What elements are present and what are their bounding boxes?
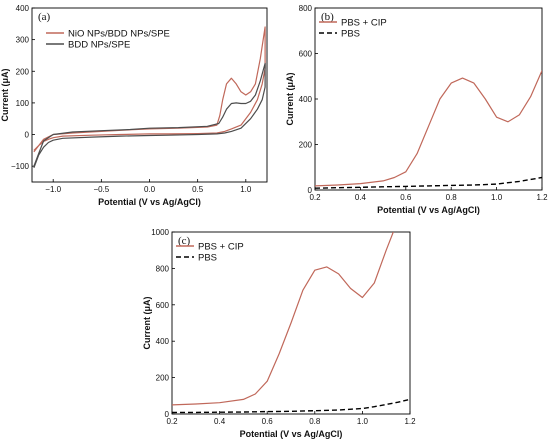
panel-a-panel-label: (a) <box>38 11 51 23</box>
panel-b-legend-label-1: PBS + CIP <box>341 18 387 29</box>
panel-b-ylabel: Current (μA) <box>285 72 295 125</box>
panel-c-xtick-label: 1.2 <box>404 417 416 426</box>
panel-c-panel-label: (c) <box>178 235 191 247</box>
panel-a-xtick-label: 1.0 <box>240 185 252 194</box>
panel-c-legend-label-2: PBS <box>198 253 217 264</box>
panel-a-ytick-label: 300 <box>16 36 30 45</box>
panel-c-ytick-label: 0 <box>165 410 170 419</box>
panel-b-xtick-label: 0.4 <box>355 193 367 202</box>
panel-c-ytick-label: 200 <box>156 374 170 383</box>
panel-b-ytick-label: 400 <box>299 95 313 104</box>
panel-c-axes-frame <box>171 231 411 415</box>
panel-a-ytick-label: 0 <box>25 131 30 140</box>
panel-b-panel-label: (b) <box>321 11 334 23</box>
panel-c-xtick-label: 0.8 <box>309 417 321 426</box>
panel-a-ylabel: Current (μA) <box>0 68 10 121</box>
panel-b-ytick-label: 0 <box>308 186 313 195</box>
panel-a-xtick-label: −0.5 <box>93 185 109 194</box>
panel-a-legend-label-1: NiO NPs/BDD NPs/SPE <box>68 29 170 40</box>
panel-b-ytick-label: 200 <box>299 141 313 150</box>
panel-b-legend-label-2: PBS <box>341 29 360 40</box>
panel-b-ytick-label: 600 <box>299 50 313 59</box>
panel-c-xtick-label: 0.6 <box>262 417 274 426</box>
panel-c-series-line-1 <box>172 232 394 406</box>
panel-c-ytick-label: 1000 <box>151 228 169 237</box>
panel-c-legend-label-1: PBS + CIP <box>198 242 244 253</box>
panel-c-xlabel: Potential (V vs Ag/AgCl) <box>240 429 343 439</box>
panel-a-ytick-label: −100 <box>11 162 30 171</box>
panel-c-ylabel: Current (μA) <box>142 296 152 349</box>
panel-b-xtick-label: 1.0 <box>491 193 503 202</box>
panel-b-xlabel: Potential (V vs Ag/AgCl) <box>377 205 480 215</box>
panel-c-ytick-label: 800 <box>156 264 170 273</box>
panel-b-xtick-label: 0.8 <box>446 193 458 202</box>
panel-b-ytick-label: 800 <box>299 4 313 13</box>
panel-a-ytick-label: 200 <box>16 67 30 76</box>
panel-b-xtick-label: 1.2 <box>536 193 548 202</box>
panel-c-xtick-label: 0.4 <box>214 417 226 426</box>
panel-c-series-line-2 <box>172 398 410 414</box>
panel-c-ytick-label: 400 <box>156 337 170 346</box>
panel-b-series-line-2 <box>315 176 542 189</box>
panel-c-xtick-label: 0.2 <box>166 417 178 426</box>
panel-a-xtick-label: −1.0 <box>45 185 61 194</box>
panel-c-ytick-label: 600 <box>156 301 170 310</box>
panel-a-xtick-label: 0.0 <box>144 185 156 194</box>
panel-b-xtick-label: 0.6 <box>400 193 412 202</box>
panel-b-series-line-1 <box>315 70 542 187</box>
panel-b: 0.2 0.4 0.6 0.8 1.0 1.2 0 200 400 600 800 Potential… <box>285 4 548 215</box>
panel-a-xtick-label: 0.5 <box>192 185 204 194</box>
panel-a: −1.0 −0.5 0.0 0.5 1.0 −100 0 100 200 300 400 Potent… <box>0 4 268 207</box>
panel-b-xtick-label: 0.2 <box>309 193 321 202</box>
panel-c-xtick-label: 1.0 <box>357 417 369 426</box>
panel-a-legend-label-2: BDD NPs/SPE <box>68 40 130 51</box>
panel-a-series-line-2 <box>33 62 266 169</box>
panel-a-xlabel: Potential (V vs Ag/AgCl) <box>98 197 201 207</box>
panel-a-ytick-label: 400 <box>16 4 30 13</box>
panel-c: 0.2 0.4 0.6 0.8 1.0 1.2 0 200 400 600 800 1000 Poten… <box>142 228 416 439</box>
panel-a-ytick-label: 100 <box>16 99 30 108</box>
